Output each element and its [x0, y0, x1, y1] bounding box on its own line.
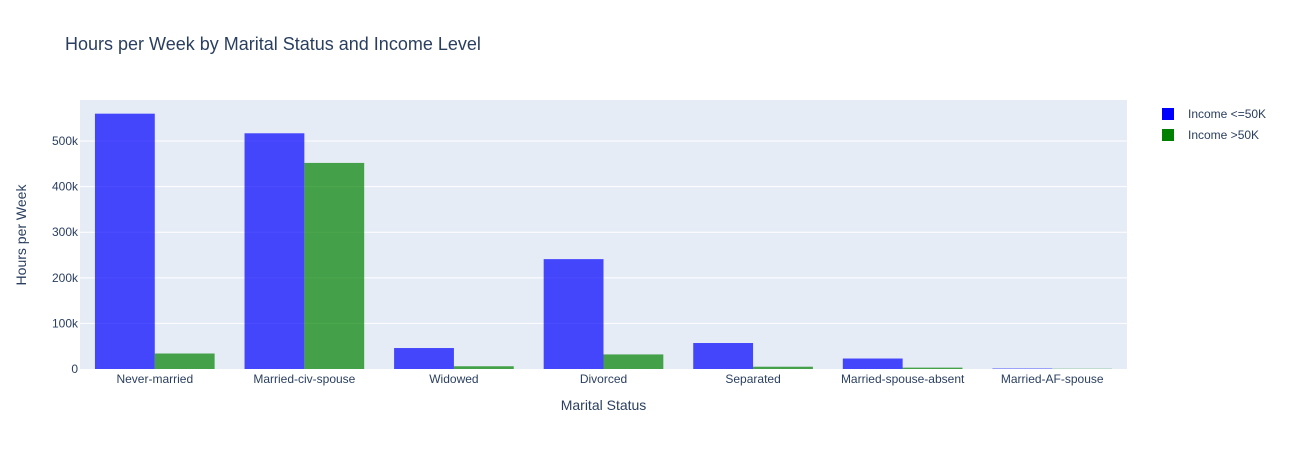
legend-label: Income >50K — [1188, 128, 1259, 142]
x-tick-label: Divorced — [580, 372, 627, 386]
x-tick-label: Never-married — [116, 372, 193, 386]
bar-income-gt-50k[interactable] — [753, 367, 813, 369]
bar-income-le-50k[interactable] — [394, 348, 454, 369]
x-tick-label: Married-spouse-absent — [841, 372, 965, 386]
legend-label: Income <=50K — [1188, 107, 1266, 121]
y-tick-label: 0 — [71, 362, 78, 376]
y-axis-title: Hours per Week — [13, 184, 29, 286]
bar-income-gt-50k[interactable] — [454, 366, 514, 369]
chart-title: Hours per Week by Marital Status and Inc… — [65, 34, 481, 54]
bar-income-le-50k[interactable] — [95, 114, 155, 369]
x-tick-label: Married-civ-spouse — [253, 372, 355, 386]
legend[interactable]: Income <=50K Income >50K — [1162, 107, 1266, 142]
bar-income-gt-50k[interactable] — [155, 353, 215, 369]
y-tick-label: 300k — [52, 225, 79, 239]
legend-item[interactable]: Income >50K — [1162, 128, 1259, 142]
y-tick-label: 500k — [52, 134, 79, 148]
bar-income-gt-50k[interactable] — [604, 354, 664, 369]
y-tick-label: 100k — [52, 316, 79, 330]
x-axis-title: Marital Status — [561, 397, 647, 413]
bar-income-gt-50k[interactable] — [304, 163, 364, 369]
bar-income-le-50k[interactable] — [843, 359, 903, 369]
x-tick-label: Married-AF-spouse — [1001, 372, 1104, 386]
bar-income-le-50k[interactable] — [245, 133, 305, 369]
plot-area: 0 100k 200k 300k 400k 500k Never-married Marrie… — [52, 100, 1127, 386]
x-tick-label: Widowed — [429, 372, 478, 386]
bar-income-le-50k[interactable] — [544, 259, 604, 369]
y-tick-label: 400k — [52, 180, 79, 194]
legend-swatch — [1162, 108, 1174, 120]
bar-income-le-50k[interactable] — [693, 343, 753, 369]
legend-swatch — [1162, 129, 1174, 141]
bar-income-gt-50k[interactable] — [903, 368, 963, 369]
y-tick-label: 200k — [52, 271, 79, 285]
legend-item[interactable]: Income <=50K — [1162, 107, 1266, 121]
x-tick-label: Separated — [725, 372, 780, 386]
